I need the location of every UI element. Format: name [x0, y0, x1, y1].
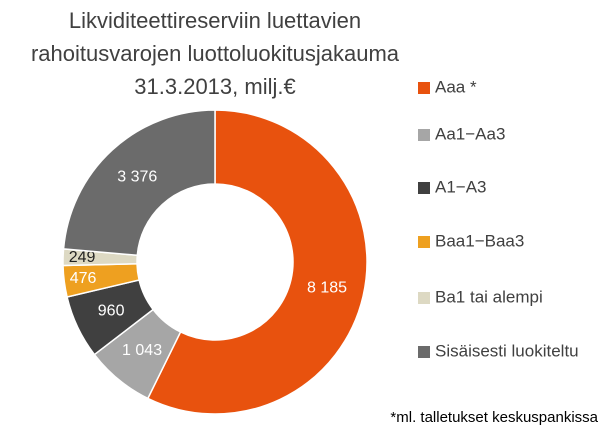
chart-title: 31.3.2013, milj.€	[134, 74, 295, 99]
value-label: 1 043	[122, 342, 162, 359]
legend-label: A1−A3	[435, 177, 487, 196]
legend-swatch	[418, 82, 430, 94]
donut-slice	[146, 109, 368, 415]
footnote: *ml. talletukset keskuspankissa	[390, 409, 598, 426]
chart-title: rahoitusvarojen luottoluokitusjakauma	[31, 41, 400, 66]
legend-swatch	[418, 236, 430, 248]
legend-label: Aa1−Aa3	[435, 124, 505, 143]
legend-swatch	[418, 129, 430, 141]
legend-label: Aaa *	[435, 77, 477, 96]
legend-swatch	[418, 292, 430, 304]
value-label: 476	[70, 270, 97, 287]
legend-label: Ba1 tai alempi	[435, 287, 543, 306]
value-label: 8 185	[307, 279, 347, 296]
legend-swatch	[418, 346, 430, 358]
value-label: 960	[98, 303, 125, 320]
value-label: 3 376	[117, 168, 157, 185]
legend-swatch	[418, 182, 430, 194]
legend-label: Baa1−Baa3	[435, 231, 524, 250]
donut-slice	[62, 109, 216, 257]
chart-title: Likviditeettireserviin luettavien	[69, 8, 361, 33]
value-label: 249	[69, 249, 96, 266]
legend-label: Sisäisesti luokiteltu	[435, 341, 579, 360]
